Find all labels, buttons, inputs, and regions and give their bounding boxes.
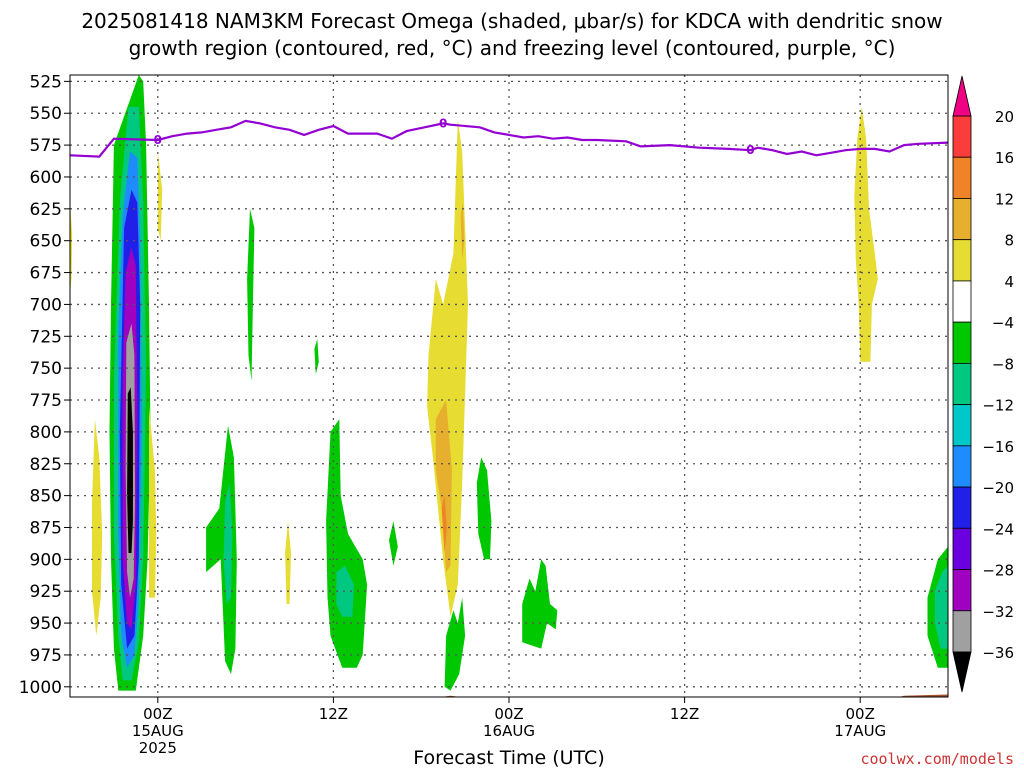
y-tick-label: 800 [30, 423, 62, 443]
colorbar-tick-label: 20 [995, 108, 1014, 126]
omega-region [149, 406, 157, 598]
omega-region [476, 457, 492, 560]
colorbar-swatch [952, 445, 972, 488]
x-tick-label: 00Z [143, 705, 172, 723]
x-tick-label: 00Z [494, 705, 523, 723]
x-tick-label: 2025 [139, 739, 177, 757]
colorbar-top-arrow [952, 75, 972, 117]
colorbar-swatch [952, 115, 972, 158]
colorbar-swatch [952, 362, 972, 406]
freezing-level-contour: 0 0 0 [70, 116, 948, 158]
y-tick-label: 700 [30, 295, 62, 315]
y-tick-label: 1000 [19, 678, 62, 698]
x-tick-label: 00Z [846, 705, 875, 723]
colorbar-tick-label: −4 [992, 314, 1014, 332]
grid-lines [70, 75, 948, 697]
y-tick-label: 975 [30, 646, 62, 666]
site-credit: coolwx.com/models [860, 750, 1014, 768]
y-tick-label: 875 [30, 518, 62, 538]
x-tick-label: 16AUG [483, 722, 535, 740]
x-tick-label: 17AUG [834, 722, 886, 740]
y-tick-label: 825 [30, 455, 62, 475]
y-tick-label: 550 [30, 104, 62, 124]
y-tick-label: 900 [30, 550, 62, 570]
x-axis-label: Forecast Time (UTC) [413, 747, 604, 768]
y-tick-label: 625 [30, 200, 62, 220]
omega-shading [70, 75, 948, 691]
colorbar-tick-label: −8 [992, 355, 1014, 373]
x-tick-label: 12Z [670, 705, 699, 723]
colorbar-tick-label: 4 [1004, 273, 1014, 291]
y-tick-label: 575 [30, 136, 62, 156]
y-tick-label: 775 [30, 391, 62, 411]
colorbar-tick-label: 8 [1004, 232, 1014, 250]
omega-region [441, 495, 447, 553]
omega-region [247, 208, 255, 381]
colorbar-swatch [952, 239, 972, 282]
omega-region [336, 565, 354, 617]
y-tick-label: 525 [30, 72, 62, 92]
colorbar-tick-label: −20 [982, 479, 1014, 497]
omega-region [157, 151, 163, 241]
colorbar-swatch [952, 156, 972, 199]
omega-region [427, 119, 468, 617]
colorbar-bottom-arrow [952, 651, 972, 693]
y-tick-label: 600 [30, 168, 62, 188]
chart-title-line-2: growth region (contoured, red, °C) and f… [129, 36, 896, 60]
freezing-level-label: 0 [439, 116, 447, 130]
plot-area [70, 75, 948, 697]
colorbar-tick-label: −24 [982, 520, 1014, 538]
colorbar-tick-label: −32 [982, 603, 1014, 621]
y-tick-label: 675 [30, 264, 62, 284]
omega-region [444, 597, 466, 691]
colorbar-tick-label: −28 [982, 562, 1014, 580]
colorbar-swatch [952, 198, 972, 241]
colorbar-swatch [952, 486, 972, 529]
colorbar-swatch [952, 321, 972, 364]
y-tick-label: 925 [30, 582, 62, 602]
colorbar-swatch [952, 280, 972, 323]
freezing-level-label: 0 [746, 143, 754, 157]
omega-region [285, 521, 291, 604]
y-tick-label: 950 [30, 614, 62, 634]
omega-region [223, 482, 233, 604]
omega-region [314, 338, 319, 375]
omega-region [70, 202, 73, 292]
colorbar-tick-label: −12 [982, 397, 1014, 415]
colorbar-swatch [952, 610, 972, 653]
omega-region [460, 202, 465, 260]
y-tick-label: 750 [30, 359, 62, 379]
omega-region [934, 565, 948, 649]
chart-title-line-1: 2025081418 NAM3KM Forecast Omega (shaded… [81, 9, 942, 33]
freezing-level-label: 0 [154, 133, 162, 147]
colorbar-tick-label: −36 [982, 644, 1014, 662]
y-tick-label: 650 [30, 232, 62, 252]
colorbar-swatch [952, 527, 972, 570]
pressure-axis: 525 550 575 600 625 650 675 700 725 750 775 800 825 8… [19, 72, 70, 698]
omega-region [92, 419, 103, 636]
colorbar-legend: 20 16 12 8 4 −4 −8 −12 −16 −20 −24 −28 −32 −36 [952, 75, 1014, 693]
freezing-level-line [70, 119, 948, 158]
omega-region [326, 419, 368, 668]
omega-region [522, 559, 558, 649]
omega-region [435, 400, 452, 573]
omega-region [854, 106, 878, 362]
y-tick-label: 850 [30, 487, 62, 507]
omega-region [389, 521, 398, 566]
y-tick-label: 725 [30, 327, 62, 347]
colorbar-swatch [952, 404, 972, 447]
x-tick-label: 12Z [319, 705, 348, 723]
colorbar-swatch [952, 569, 972, 612]
colorbar-tick-label: 12 [995, 190, 1014, 208]
colorbar-tick-label: 16 [995, 149, 1014, 167]
omega-region [127, 387, 133, 553]
x-tick-label: 15AUG [132, 722, 184, 740]
colorbar-tick-label: −16 [982, 438, 1014, 456]
